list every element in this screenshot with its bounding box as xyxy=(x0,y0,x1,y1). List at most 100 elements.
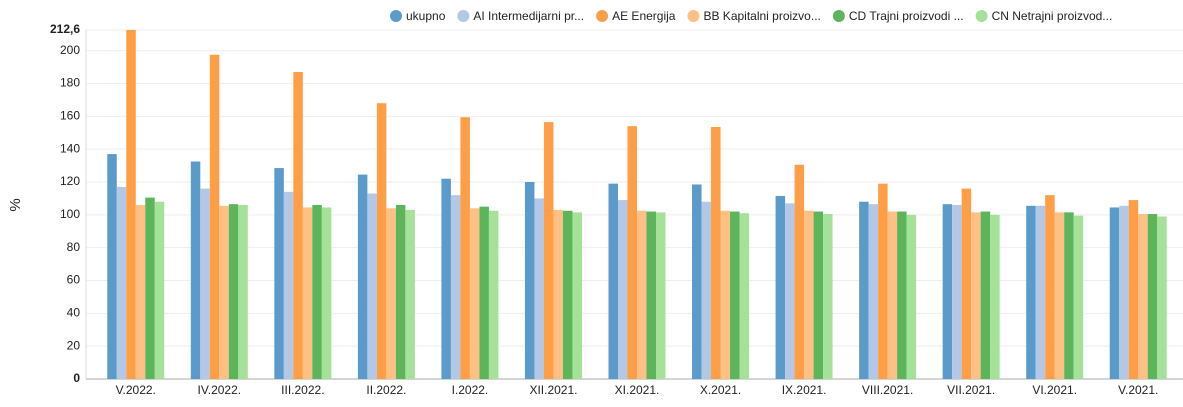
x-tick-label: VII.2021. xyxy=(947,383,995,397)
bar xyxy=(209,54,220,379)
bar xyxy=(460,117,470,380)
bar xyxy=(711,127,721,380)
bar xyxy=(488,210,499,379)
x-tick-label: IX.2021. xyxy=(782,383,827,397)
bar xyxy=(479,206,489,379)
bar xyxy=(154,201,165,379)
bar xyxy=(376,103,387,380)
bar xyxy=(637,210,647,379)
bar xyxy=(1119,205,1129,379)
y-tick-label: 20 xyxy=(67,338,81,352)
x-tick-label: V.2021. xyxy=(1118,383,1158,397)
bar xyxy=(283,191,294,379)
bar xyxy=(126,30,136,379)
bar xyxy=(450,195,461,379)
legend-marker xyxy=(596,10,609,22)
y-tick-label: 40 xyxy=(67,306,81,320)
bar xyxy=(990,214,1000,379)
legend-label[interactable]: CN Netrajni proizvod... xyxy=(992,9,1113,23)
legend-marker xyxy=(390,10,402,22)
legend-label[interactable]: BB Kapitalni proizvo... xyxy=(703,9,820,23)
legend-marker xyxy=(832,10,845,22)
bar xyxy=(1035,205,1046,379)
x-tick-label: X.2021. xyxy=(700,383,741,397)
y-tick-label: 100 xyxy=(60,207,80,221)
bar xyxy=(302,207,313,379)
bar xyxy=(627,126,637,379)
legend-label[interactable]: AI Intermedijarni pr... xyxy=(473,9,584,23)
bar xyxy=(906,214,917,379)
bar xyxy=(701,201,712,379)
x-tick-label: III.2022. xyxy=(281,383,324,397)
bar xyxy=(646,211,656,379)
bar xyxy=(618,200,628,379)
bar xyxy=(469,208,480,379)
x-tick-label: II.2022. xyxy=(366,383,406,397)
bar xyxy=(321,207,332,379)
y-tick-label: 180 xyxy=(60,76,80,90)
bar xyxy=(785,203,795,379)
bar xyxy=(562,210,573,379)
bar xyxy=(441,178,451,379)
bar xyxy=(405,209,415,379)
bar xyxy=(813,211,824,379)
y-tick-label: 160 xyxy=(60,109,80,123)
bar xyxy=(543,122,554,380)
x-tick-label: I.2022. xyxy=(452,383,489,397)
legend-marker xyxy=(687,10,700,22)
bar xyxy=(823,214,833,379)
bar xyxy=(534,198,544,379)
legend-label[interactable]: AE Energija xyxy=(612,9,676,23)
bar xyxy=(107,154,117,379)
bar xyxy=(952,204,962,379)
bar xyxy=(804,210,814,379)
y-tick-label: 120 xyxy=(60,174,80,188)
bar xyxy=(608,183,618,379)
y-tick-label: 80 xyxy=(67,240,81,254)
bar xyxy=(897,211,907,379)
legend-marker xyxy=(457,10,470,22)
bar xyxy=(1138,214,1148,379)
bar xyxy=(228,204,239,379)
legend-marker xyxy=(975,10,988,22)
bar xyxy=(312,204,322,379)
x-tick-label: VIII.2021. xyxy=(862,383,913,397)
x-tick-label: IV.2022. xyxy=(198,383,242,397)
bar xyxy=(692,184,702,379)
bar xyxy=(190,161,201,379)
bar xyxy=(219,205,229,379)
bar xyxy=(238,204,248,379)
bar xyxy=(1147,214,1158,379)
y-tick-label: 212,6 xyxy=(50,22,80,36)
bar xyxy=(357,174,368,379)
bar xyxy=(656,212,666,379)
bar xyxy=(961,188,972,379)
bar xyxy=(116,186,127,379)
bar xyxy=(1128,200,1139,379)
bar xyxy=(942,204,953,379)
y-tick-label: 60 xyxy=(67,273,81,287)
legend-label[interactable]: ukupno xyxy=(406,9,446,23)
bar xyxy=(395,204,406,379)
bar xyxy=(293,72,303,379)
bar xyxy=(980,211,991,379)
bar xyxy=(572,212,582,379)
bar xyxy=(720,210,731,379)
bar xyxy=(794,164,805,379)
bar xyxy=(145,197,155,379)
bar xyxy=(274,168,284,379)
bar xyxy=(868,204,879,379)
bar xyxy=(200,188,210,379)
bar xyxy=(553,209,563,379)
x-tick-label: VI.2021. xyxy=(1032,383,1077,397)
bar xyxy=(1157,216,1167,379)
x-tick-label: XI.2021. xyxy=(615,383,660,397)
y-axis-label: % xyxy=(7,198,24,211)
bar xyxy=(386,208,396,379)
bar xyxy=(859,201,869,379)
bar xyxy=(730,211,740,379)
bar xyxy=(367,193,377,379)
bar xyxy=(1045,195,1055,379)
bar xyxy=(971,212,981,379)
legend-label[interactable]: CD Trajni proizvodi ... xyxy=(849,9,964,23)
